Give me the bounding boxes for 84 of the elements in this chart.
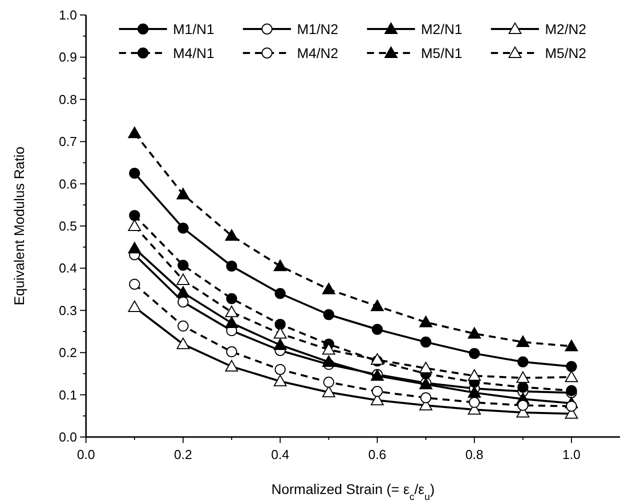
legend-label: M5/N2 <box>545 45 586 61</box>
x-tick-label: 0.0 <box>76 447 96 462</box>
point <box>516 371 530 383</box>
point <box>178 296 189 308</box>
point <box>176 188 190 200</box>
point <box>226 293 238 304</box>
x-tick-label: 0.4 <box>271 447 290 462</box>
point <box>226 260 238 272</box>
legend-label: M4/N1 <box>173 45 214 61</box>
point <box>322 355 336 367</box>
y-tick-label: 0.6 <box>58 176 77 192</box>
point <box>468 327 481 339</box>
y-tick-label: 0.8 <box>58 92 77 107</box>
point <box>225 316 238 328</box>
point <box>178 260 189 271</box>
y-tick-label: 0.9 <box>58 50 77 65</box>
point <box>419 362 432 374</box>
point <box>468 369 481 381</box>
point <box>176 338 190 350</box>
y-axis-title: Equivalent Modulus Ratio <box>11 146 27 306</box>
point <box>129 278 140 290</box>
y-tick-label: 1.0 <box>58 8 77 22</box>
point <box>274 260 287 272</box>
y-tick-label: 0.7 <box>58 134 77 150</box>
x-tick-label: 0.6 <box>368 447 386 462</box>
point <box>564 340 578 352</box>
x-tick-label: 1.0 <box>562 447 580 462</box>
point <box>517 356 528 368</box>
x-tick-label: 0.2 <box>174 447 192 462</box>
point <box>420 392 432 404</box>
point <box>128 220 142 231</box>
point <box>274 288 286 300</box>
legend-label: M2/N1 <box>421 21 462 37</box>
point <box>468 386 481 398</box>
x-tick-label: 0.8 <box>465 447 484 462</box>
point <box>129 168 140 179</box>
point <box>225 306 238 318</box>
point <box>274 364 286 375</box>
y-tick-label: 0.5 <box>58 218 77 234</box>
point <box>372 386 383 397</box>
point <box>420 336 432 348</box>
legend-label: M1/N1 <box>173 21 214 37</box>
point <box>274 318 286 330</box>
point <box>370 353 384 365</box>
point <box>468 348 480 359</box>
point <box>516 336 530 348</box>
point <box>225 360 238 372</box>
point <box>274 327 287 339</box>
point <box>372 324 383 335</box>
y-tick-label: 0.3 <box>58 302 77 318</box>
point <box>226 346 238 358</box>
point <box>274 338 287 350</box>
point <box>468 396 480 408</box>
point <box>129 210 140 221</box>
x-axis-title: Normalized Strain (= ε$_{c}$/ε$_{u}$) <box>271 481 435 502</box>
legend-label: M1/N2 <box>297 21 338 37</box>
point <box>322 343 336 355</box>
point <box>178 222 189 234</box>
point <box>370 300 384 312</box>
point <box>176 274 190 286</box>
y-tick-label: 0.4 <box>58 260 77 276</box>
point <box>564 370 578 382</box>
legend-label: M5/N1 <box>421 45 462 61</box>
point <box>274 374 287 386</box>
point <box>517 400 528 411</box>
legend-label: M2/N2 <box>545 21 586 37</box>
point <box>128 300 142 312</box>
point <box>176 286 190 298</box>
y-tick-label: 0.1 <box>58 387 77 402</box>
point <box>323 376 334 388</box>
point <box>128 242 142 254</box>
point <box>178 320 189 332</box>
point <box>322 386 336 398</box>
point <box>566 361 577 372</box>
point <box>322 282 336 294</box>
point <box>323 309 334 320</box>
legend-label: M4/N2 <box>297 45 338 61</box>
point <box>517 382 528 393</box>
y-tick-label: 0.0 <box>58 430 77 444</box>
point <box>566 400 577 412</box>
y-tick-label: 0.2 <box>58 345 77 360</box>
point <box>225 229 238 241</box>
point <box>419 316 432 328</box>
point <box>128 126 142 138</box>
